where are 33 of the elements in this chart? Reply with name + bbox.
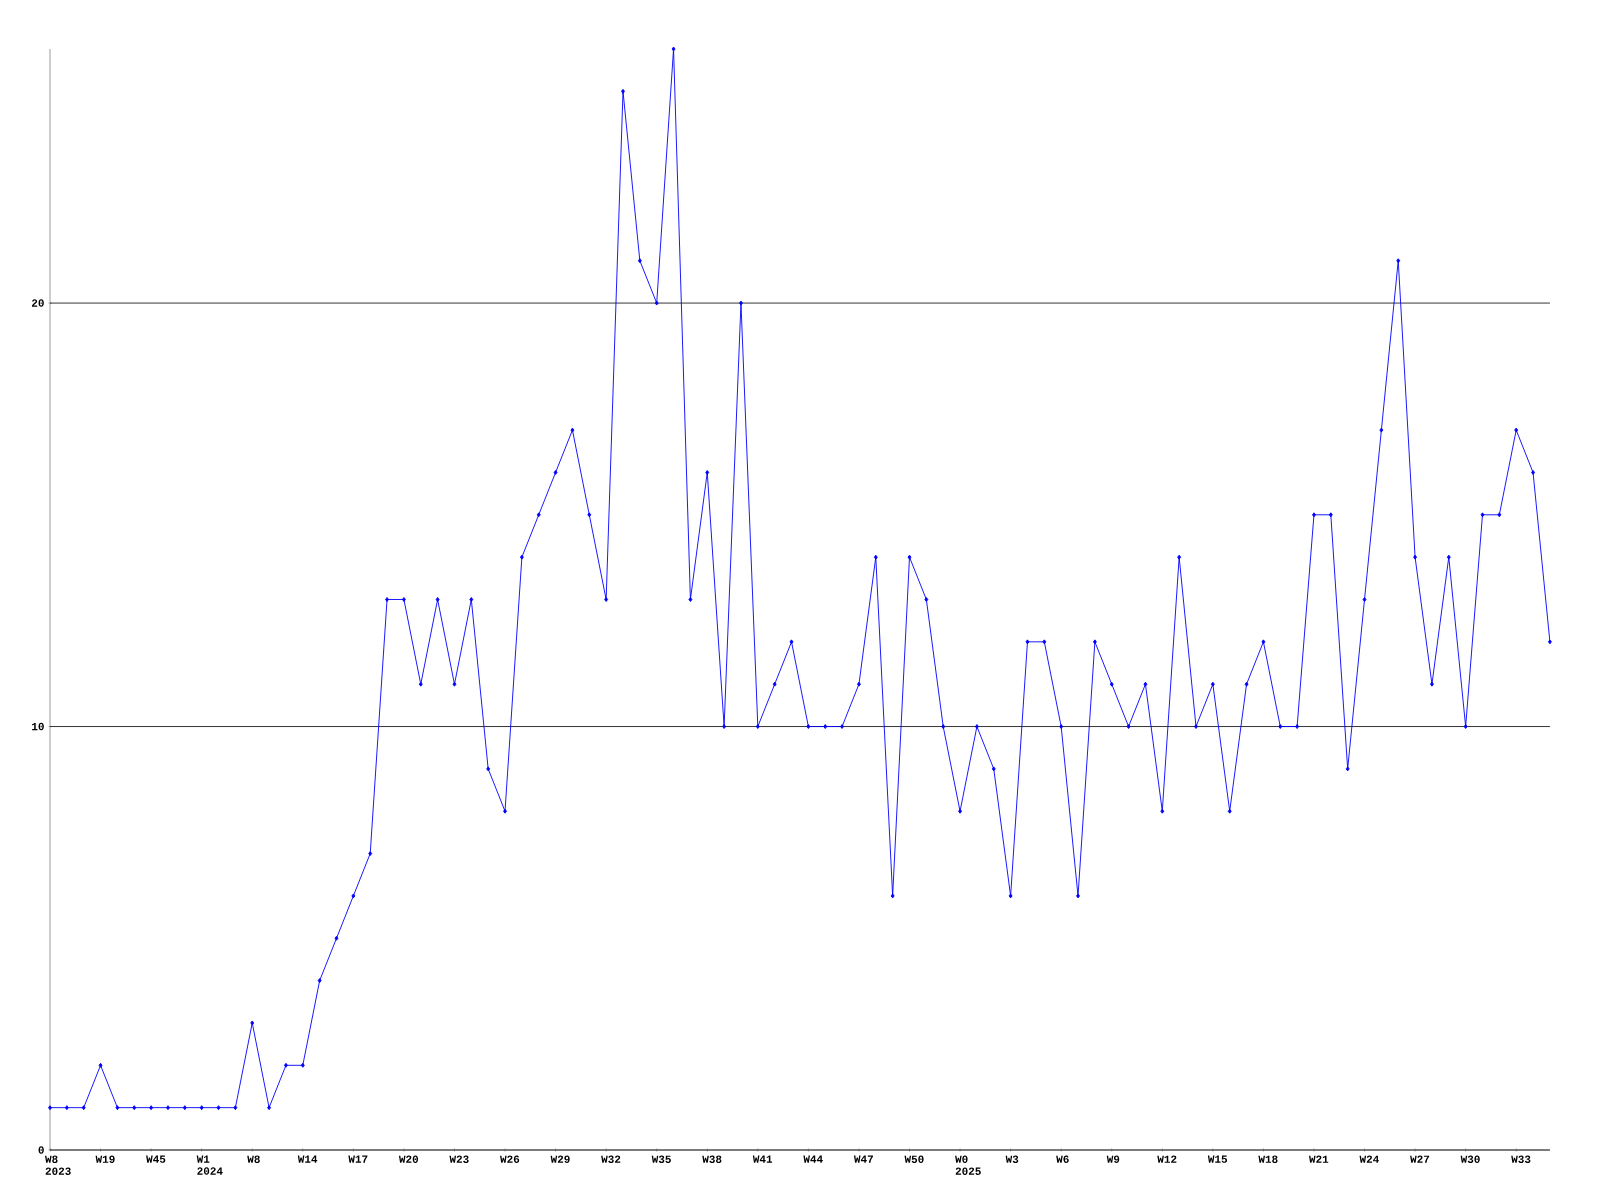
x-tick-label: W44 bbox=[803, 1155, 823, 1163]
x-tick-label: W0 2025 bbox=[955, 1155, 981, 1175]
x-tick-label: W45 bbox=[146, 1155, 166, 1163]
x-tick-label: W1 2024 bbox=[196, 1155, 223, 1175]
x-tick-label: W12 bbox=[1157, 1155, 1177, 1163]
x-tick-label: W47 bbox=[853, 1155, 873, 1163]
x-tick-label: W8 2023 bbox=[45, 1155, 71, 1175]
x-tick-label: W20 bbox=[398, 1155, 419, 1163]
y-tick-label: 10 bbox=[32, 722, 44, 731]
x-tick-label: W8 bbox=[247, 1155, 260, 1163]
x-tick-label: W41 bbox=[752, 1155, 773, 1163]
y-tick-label: 20 bbox=[31, 299, 44, 307]
x-tick-label: W24 bbox=[1359, 1155, 1379, 1163]
x-tick-label: W9 bbox=[1106, 1155, 1120, 1163]
x-tick-label: W21 bbox=[1308, 1155, 1329, 1163]
x-tick-label: W23 bbox=[449, 1155, 469, 1163]
x-tick-label: W6 bbox=[1056, 1155, 1069, 1163]
x-tick-label: W18 bbox=[1258, 1155, 1278, 1163]
y-tick-label: 0 bbox=[38, 1146, 44, 1154]
x-tick-label: W15 bbox=[1207, 1155, 1228, 1163]
x-tick-label: W19 bbox=[95, 1155, 115, 1163]
x-tick-label: W38 bbox=[702, 1155, 722, 1163]
x-tick-label: W17 bbox=[348, 1155, 368, 1163]
x-tick-label: W35 bbox=[651, 1155, 671, 1163]
x-tick-label: W26 bbox=[500, 1155, 520, 1163]
x-tick-label: W27 bbox=[1410, 1155, 1430, 1163]
x-tick-label: W14 bbox=[297, 1155, 318, 1163]
x-tick-label: W50 bbox=[904, 1155, 924, 1163]
x-tick-label: W30 bbox=[1460, 1155, 1480, 1163]
x-tick-label: W3 bbox=[1005, 1155, 1019, 1163]
x-tick-label: W29 bbox=[550, 1155, 570, 1163]
x-tick-label: W32 bbox=[601, 1155, 621, 1163]
x-tick-label: W33 bbox=[1511, 1155, 1531, 1163]
